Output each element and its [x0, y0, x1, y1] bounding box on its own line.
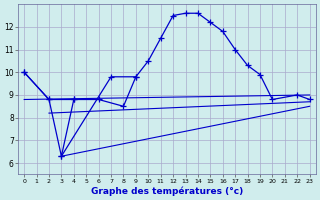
X-axis label: Graphe des températures (°c): Graphe des températures (°c): [91, 186, 243, 196]
